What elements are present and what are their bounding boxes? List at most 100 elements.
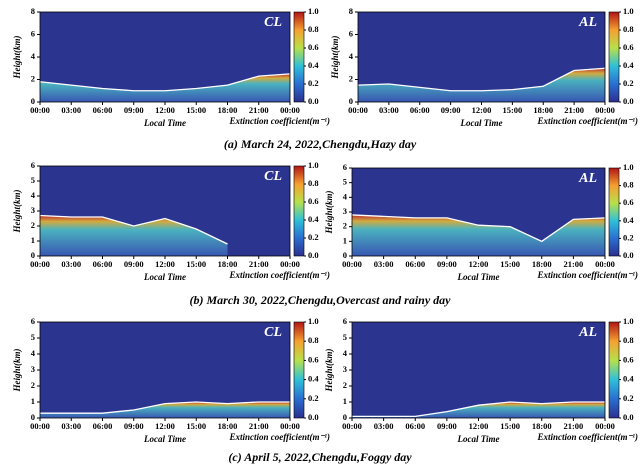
y-tick-label: 6 [31,316,35,326]
x-axis-label: Local Time [143,118,186,128]
y-tick-label: 6 [31,160,35,170]
x-tick-label: 09:00 [437,259,457,269]
panel-label: CL [264,15,282,30]
layer-line [357,67,606,92]
colorbar-tick-label: 0.6 [308,354,319,364]
colorbar-tick-label: 0.8 [308,178,319,188]
x-tick-label: 12:00 [155,421,175,431]
y-axis-label: Height(km) [12,349,22,393]
layer-area [40,402,290,418]
colorbar-tick-label: 0.0 [308,412,319,422]
y-tick-label: 0 [31,96,35,106]
y-axis-label: Height(km) [12,36,22,80]
y-tick-label: 6 [343,162,347,172]
y-tick-label: 3 [31,205,35,215]
colorbar-tick-label: 0.2 [308,232,319,242]
x-tick-label: 09:00 [437,421,457,431]
x-tick-label: 00:00 [30,421,50,431]
colorbar-label: Extinction coefficient(m⁻¹) [228,270,330,280]
x-tick-label: 09:00 [124,259,144,269]
y-tick-label: 8 [349,6,353,16]
y-tick-label: 0 [31,250,35,260]
y-tick-label: 6 [349,28,353,38]
x-tick-label: 15:00 [500,259,520,269]
y-tick-label: 6 [343,316,347,326]
x-tick-label: 06:00 [93,105,113,115]
x-tick-label: 00:00 [30,105,50,115]
y-tick-label: 3 [343,206,347,216]
x-axis-label: Local Time [143,434,186,444]
colorbar-tick-label: 1.0 [308,316,319,326]
x-tick-label: 15:00 [186,259,206,269]
layer-line [39,73,291,92]
colorbar [608,167,620,257]
y-tick-label: 4 [349,51,354,61]
x-tick-label: 21:00 [249,105,269,115]
panel-label: AL [578,171,597,186]
y-tick-label: 2 [31,73,35,83]
y-tick-label: 3 [31,364,35,374]
figure-caption: (b) March 30, 2022,Chengdu,Overcast and … [189,293,451,307]
x-tick-label: 00:00 [595,259,615,269]
y-tick-label: 5 [343,332,347,342]
colorbar-tick-label: 0.8 [308,24,319,34]
colorbar [608,321,620,419]
colorbar-tick-label: 0.2 [308,393,319,403]
y-tick-label: 4 [31,190,36,200]
x-tick-label: 18:00 [533,105,553,115]
colorbar-tick-label: 0.0 [308,96,319,106]
layer-line [351,214,606,243]
colorbar-tick-label: 0.8 [623,24,634,34]
x-tick-label: 12:00 [469,259,489,269]
layer-line [40,401,290,414]
x-tick-label: 03:00 [374,259,394,269]
colorbar-tick-label: 0.4 [623,60,634,70]
y-tick-label: 2 [343,221,347,231]
x-tick-label: 15:00 [502,105,522,115]
y-axis-label: Height(km) [330,36,340,80]
colorbar-tick-label: 0.0 [623,96,634,106]
x-tick-label: 00:00 [348,105,368,115]
colorbar-tick-label: 0.8 [308,335,319,345]
x-tick-label: 00:00 [342,421,362,431]
x-tick-label: 06:00 [93,421,113,431]
y-tick-label: 2 [31,220,35,230]
y-tick-label: 2 [31,380,35,390]
x-tick-label: 12:00 [472,105,492,115]
y-tick-label: 1 [343,396,347,406]
x-tick-label: 09:00 [124,105,144,115]
x-tick-label: 21:00 [564,105,584,115]
colorbar [293,165,305,257]
colorbar-tick-label: 1.0 [308,6,319,16]
x-tick-label: 06:00 [405,421,425,431]
colorbar-tick-label: 0.2 [623,393,634,403]
x-tick-label: 00:00 [280,105,300,115]
layer-area [40,73,290,102]
y-tick-label: 2 [343,380,347,390]
colorbar-tick-label: 0.2 [308,78,319,88]
y-tick-label: 3 [343,364,347,374]
y-tick-label: 0 [343,250,347,260]
x-tick-label: 21:00 [249,259,269,269]
colorbar-tick-label: 0.6 [308,42,319,52]
x-tick-label: 18:00 [218,421,238,431]
x-tick-label: 15:00 [186,105,206,115]
y-tick-label: 4 [31,51,36,61]
colorbar-tick-label: 0.4 [623,374,634,384]
colorbar [293,11,305,103]
colorbar-tick-label: 1.0 [623,162,634,172]
x-axis-label: Local Time [457,434,500,444]
x-tick-label: 18:00 [218,105,238,115]
colorbar-tick-label: 1.0 [308,160,319,170]
y-tick-label: 6 [31,28,35,38]
panel-label: CL [264,325,282,340]
colorbar-tick-label: 1.0 [623,316,634,326]
layer-area [352,402,605,418]
y-tick-label: 0 [349,96,353,106]
x-tick-label: 21:00 [563,259,583,269]
y-tick-label: 5 [31,175,35,185]
colorbar-tick-label: 0.0 [308,250,319,260]
panel-label: AL [578,325,597,340]
y-tick-label: 1 [343,235,347,245]
y-tick-label: 4 [31,348,36,358]
